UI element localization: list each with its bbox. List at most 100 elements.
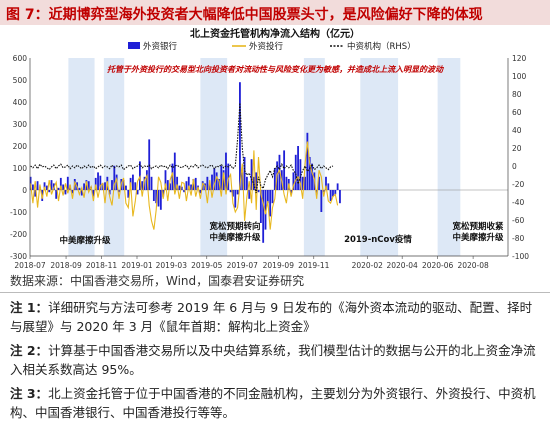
period-label: 宽松预期转向: [208, 221, 260, 232]
legend-label: 中资机构（RHS）: [347, 41, 416, 52]
bar-foreign-bank: [187, 176, 190, 190]
period-label: 宽松预期收紧: [451, 221, 504, 232]
bar-foreign-bank: [329, 190, 332, 201]
bar-foreign-bank: [185, 181, 188, 190]
bar-foreign-bank: [257, 190, 260, 193]
bar-foreign-bank: [62, 184, 65, 190]
bar-foreign-bank: [164, 170, 167, 190]
bar-foreign-bank: [64, 190, 67, 195]
legend-swatch-foreign-bank: [128, 42, 140, 49]
bar-foreign-bank: [269, 190, 272, 217]
bar-foreign-bank: [264, 190, 267, 230]
x-tick-label: 2020-08: [457, 261, 489, 270]
bar-foreign-bank: [111, 180, 113, 190]
bar-foreign-bank: [48, 190, 51, 193]
bar-foreign-bank: [292, 172, 295, 190]
y-left-tick-label: -300: [10, 252, 27, 261]
bar-foreign-bank: [294, 154, 297, 190]
bar-foreign-bank: [183, 190, 186, 193]
bar-foreign-bank: [127, 190, 130, 198]
bar-foreign-bank: [283, 150, 286, 190]
bar-foreign-bank: [262, 190, 265, 243]
bar-foreign-bank: [43, 182, 46, 190]
shaded-period: [303, 58, 325, 256]
bar-foreign-bank: [299, 159, 302, 190]
bar-foreign-bank: [208, 184, 211, 190]
bar-foreign-bank: [169, 183, 172, 190]
bar-foreign-bank: [32, 184, 34, 190]
bar-foreign-bank: [297, 146, 299, 190]
figure-title-bar: 图 7：近期博弈型海外投资者大幅降低中国股票头寸，是风险偏好下降的体现: [0, 0, 550, 25]
y-right-tick-label: 20: [512, 144, 522, 153]
bar-foreign-bank: [220, 165, 223, 190]
bar-foreign-bank: [266, 190, 269, 204]
bar-foreign-bank: [215, 172, 218, 190]
bar-foreign-bank: [322, 190, 325, 193]
chart-annotation: 托管于外资投行的交易型北向投资者对流动性与风险变化更为敏感，并造成北上流入明显的…: [107, 64, 444, 74]
x-tick-label: 2018-09: [50, 261, 82, 270]
note-1: 注 1：详细研究与方法可参考 2019 年 6 月与 9 日发布的《海外资本流动…: [10, 298, 542, 336]
bar-foreign-bank: [176, 176, 179, 190]
bar-foreign-bank: [118, 190, 120, 193]
y-left-tick-label: 0: [22, 186, 27, 195]
note-2-label: 注 2：: [10, 343, 49, 358]
bar-foreign-bank: [239, 82, 241, 190]
bar-foreign-bank: [332, 190, 334, 197]
bar-foreign-bank: [71, 190, 74, 194]
note-2-text: 计算基于中国香港交易所以及中央结算系统，我们模型估计的数据与公开的北上资金净流入…: [10, 343, 536, 377]
divider: [0, 292, 550, 293]
shaded-period: [360, 58, 399, 256]
y-right-tick-label: -60: [512, 216, 524, 225]
y-left-tick-label: 300: [13, 120, 28, 129]
bar-foreign-bank: [271, 190, 274, 204]
bar-foreign-bank: [83, 183, 85, 190]
bar-foreign-bank: [206, 176, 209, 190]
legend-label: 外资投行: [249, 41, 284, 52]
bar-foreign-bank: [80, 190, 83, 196]
bar-foreign-bank: [190, 184, 192, 190]
line-chinese-rhs: [30, 102, 334, 194]
net-inflow-chart: 北上资金托管机构净流入结构（亿元） 外资银行 外资投行 中资机构（RHS） 托管于外资投…: [10, 27, 529, 270]
bar-foreign-bank: [104, 182, 106, 190]
x-tick-label: 2019-05: [191, 261, 223, 270]
bar-foreign-bank: [245, 176, 248, 190]
y-left-tick-label: 400: [13, 98, 28, 107]
bar-foreign-bank: [162, 190, 165, 197]
bar-foreign-bank: [66, 176, 69, 190]
note-2: 注 2：计算基于中国香港交易所以及中央结算系统，我们模型估计的数据与公开的北上资…: [10, 341, 542, 379]
bar-foreign-bank: [290, 190, 293, 195]
bar-foreign-bank: [327, 183, 330, 190]
x-tick-label: 2020-04: [386, 261, 418, 270]
bar-foreign-bank: [29, 176, 32, 190]
bar-foreign-bank: [132, 174, 134, 190]
bar-foreign-bank: [222, 170, 225, 190]
bar-foreign-bank: [232, 190, 234, 197]
bar-foreign-bank: [113, 165, 116, 190]
bar-foreign-bank: [136, 190, 139, 195]
y-left-tick-label: 500: [13, 76, 28, 85]
bar-foreign-bank: [78, 187, 81, 190]
x-tick-label: 2018-11: [86, 261, 118, 270]
bar-foreign-bank: [306, 132, 309, 190]
y-right-tick-label: -40: [512, 198, 524, 207]
x-tick-label: 2019-11: [298, 261, 330, 270]
bar-foreign-bank: [194, 177, 197, 190]
bar-foreign-bank: [255, 172, 258, 190]
y-right-tick-label: 0: [512, 162, 517, 171]
bar-foreign-bank: [250, 159, 253, 190]
bar-foreign-bank: [92, 190, 95, 197]
bar-foreign-bank: [311, 163, 313, 190]
y-left-tick-label: 600: [13, 54, 28, 63]
y-left-tick-label: 200: [13, 142, 28, 151]
y-left-tick-label: 100: [13, 164, 28, 173]
bar-foreign-bank: [99, 175, 102, 190]
bar-foreign-bank: [273, 168, 276, 190]
bar-foreign-bank: [211, 174, 213, 190]
bar-foreign-bank: [45, 185, 48, 190]
period-label: 中美摩擦升级: [452, 232, 504, 243]
bar-foreign-bank: [122, 180, 125, 190]
bar-foreign-bank: [173, 152, 176, 190]
note-3-text: 北上资金托管于位于中国香港的不同金融机构，主要划分为外资银行、外资投行、中资机构…: [10, 386, 536, 420]
bar-foreign-bank: [320, 190, 323, 212]
x-tick-label: 2018-07: [14, 261, 46, 270]
